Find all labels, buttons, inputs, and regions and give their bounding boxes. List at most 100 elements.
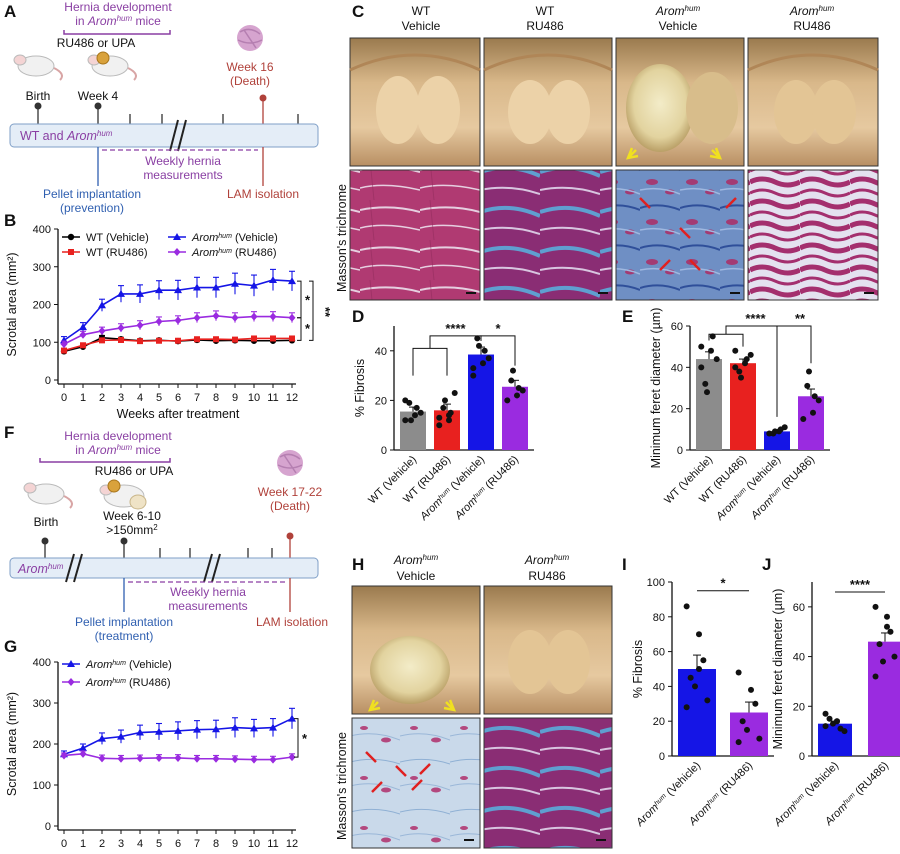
series-arom-hum-ru486- bbox=[60, 310, 296, 349]
timeline-a-death1: Week 16 bbox=[226, 60, 273, 74]
data-point bbox=[417, 409, 424, 416]
data-point bbox=[504, 397, 511, 404]
data-point bbox=[231, 755, 239, 764]
data-point bbox=[696, 631, 702, 638]
data-point bbox=[698, 343, 705, 350]
panel-label-d: D bbox=[352, 307, 364, 326]
data-point bbox=[79, 330, 87, 339]
timeline-f-bar-label: Aromhum bbox=[17, 562, 64, 577]
data-point bbox=[117, 289, 125, 297]
bar bbox=[818, 723, 852, 756]
data-point bbox=[137, 338, 143, 345]
data-point bbox=[231, 279, 239, 287]
histology-arom-ru486 bbox=[747, 169, 879, 301]
gross-photo-arom-vehicle bbox=[615, 37, 745, 167]
data-point bbox=[231, 723, 239, 731]
data-point bbox=[446, 417, 452, 424]
data-point bbox=[60, 751, 68, 760]
data-point bbox=[156, 337, 162, 344]
data-point bbox=[891, 653, 898, 660]
data-point bbox=[250, 724, 258, 732]
data-point bbox=[810, 409, 816, 416]
data-point bbox=[413, 404, 420, 411]
x-tick-label: 6 bbox=[175, 392, 181, 404]
legend-label: Aromhum (RU486) bbox=[85, 677, 171, 689]
x-tick-label: 3 bbox=[118, 838, 124, 850]
data-point bbox=[700, 657, 707, 664]
data-point bbox=[743, 356, 750, 363]
sig-label: * bbox=[720, 576, 726, 591]
timeline-a-pin-week4 bbox=[94, 102, 102, 110]
timeline-a-pin-birth bbox=[34, 102, 42, 110]
timeline-f-dev-line2: in Aromhum mice bbox=[75, 443, 161, 458]
sig-label: **** bbox=[745, 311, 766, 326]
timeline-f-weekly2: measurements bbox=[168, 599, 247, 613]
bar bbox=[798, 396, 824, 450]
data-point bbox=[408, 417, 414, 424]
data-point bbox=[692, 683, 698, 690]
legend-label: Aromhum (Vehicle) bbox=[191, 232, 278, 244]
hernia-icon bbox=[129, 494, 147, 510]
data-point bbox=[118, 336, 124, 343]
timeline-a-break bbox=[169, 119, 187, 152]
panel-c-gross-photos bbox=[349, 37, 879, 167]
panel-c-col2-l1: WT bbox=[536, 4, 555, 18]
y-tick-label: 200 bbox=[33, 739, 51, 751]
series-arom-hum-vehicle- bbox=[60, 268, 296, 345]
data-point bbox=[510, 367, 516, 374]
data-point bbox=[732, 347, 739, 354]
data-point bbox=[876, 641, 883, 648]
y-tick-label: 40 bbox=[653, 681, 665, 693]
data-point bbox=[822, 710, 829, 717]
data-point bbox=[98, 326, 106, 335]
timeline-a-lam: LAM isolation bbox=[227, 187, 299, 201]
arrow-icon bbox=[367, 699, 381, 712]
data-point bbox=[834, 718, 840, 725]
mouse-icon bbox=[13, 54, 63, 81]
data-point bbox=[402, 417, 409, 424]
data-point bbox=[79, 744, 87, 752]
series-arom-hum-ru486- bbox=[60, 749, 296, 764]
timeline-a-dev-line2: in Aromhum mice bbox=[75, 14, 161, 29]
data-point bbox=[117, 323, 125, 332]
data-point bbox=[747, 351, 754, 358]
x-tick-label: 11 bbox=[267, 838, 278, 850]
sig-label: * bbox=[305, 293, 311, 308]
sig-label: * bbox=[305, 321, 311, 336]
data-point bbox=[212, 754, 220, 763]
timeline-f-death2: (Death) bbox=[270, 499, 310, 513]
sig-bracket bbox=[708, 333, 744, 347]
panel-label-h: H bbox=[352, 555, 364, 574]
data-point bbox=[696, 666, 702, 672]
data-point bbox=[709, 333, 716, 340]
data-point bbox=[735, 739, 742, 746]
data-point bbox=[250, 312, 258, 321]
x-tick-label: 0 bbox=[61, 392, 67, 404]
data-point bbox=[481, 347, 488, 354]
data-point bbox=[470, 372, 477, 379]
legend-marker bbox=[173, 233, 181, 240]
x-tick-label: 1 bbox=[80, 392, 86, 404]
data-point bbox=[288, 277, 296, 285]
panel-label-i: I bbox=[622, 555, 627, 574]
sig-bracket bbox=[480, 335, 516, 366]
legend-marker bbox=[68, 249, 74, 255]
panel-c-col1-l1: WT bbox=[412, 4, 431, 18]
data-point bbox=[804, 382, 811, 389]
timeline-f-pellet1: Pellet implantation bbox=[75, 615, 173, 629]
data-point bbox=[269, 723, 277, 731]
data-point bbox=[708, 347, 714, 354]
data-point bbox=[136, 289, 144, 297]
data-point bbox=[880, 658, 886, 665]
y-tick-label: 300 bbox=[33, 698, 51, 710]
data-point bbox=[887, 628, 894, 635]
timeline-f-break-1 bbox=[65, 553, 83, 583]
legend-label: WT (Vehicle) bbox=[86, 232, 149, 244]
data-point bbox=[451, 389, 458, 396]
timeline-a-weekly1: Weekly hernia bbox=[145, 154, 221, 168]
y-tick-label: 400 bbox=[33, 224, 51, 236]
data-point bbox=[175, 337, 181, 344]
